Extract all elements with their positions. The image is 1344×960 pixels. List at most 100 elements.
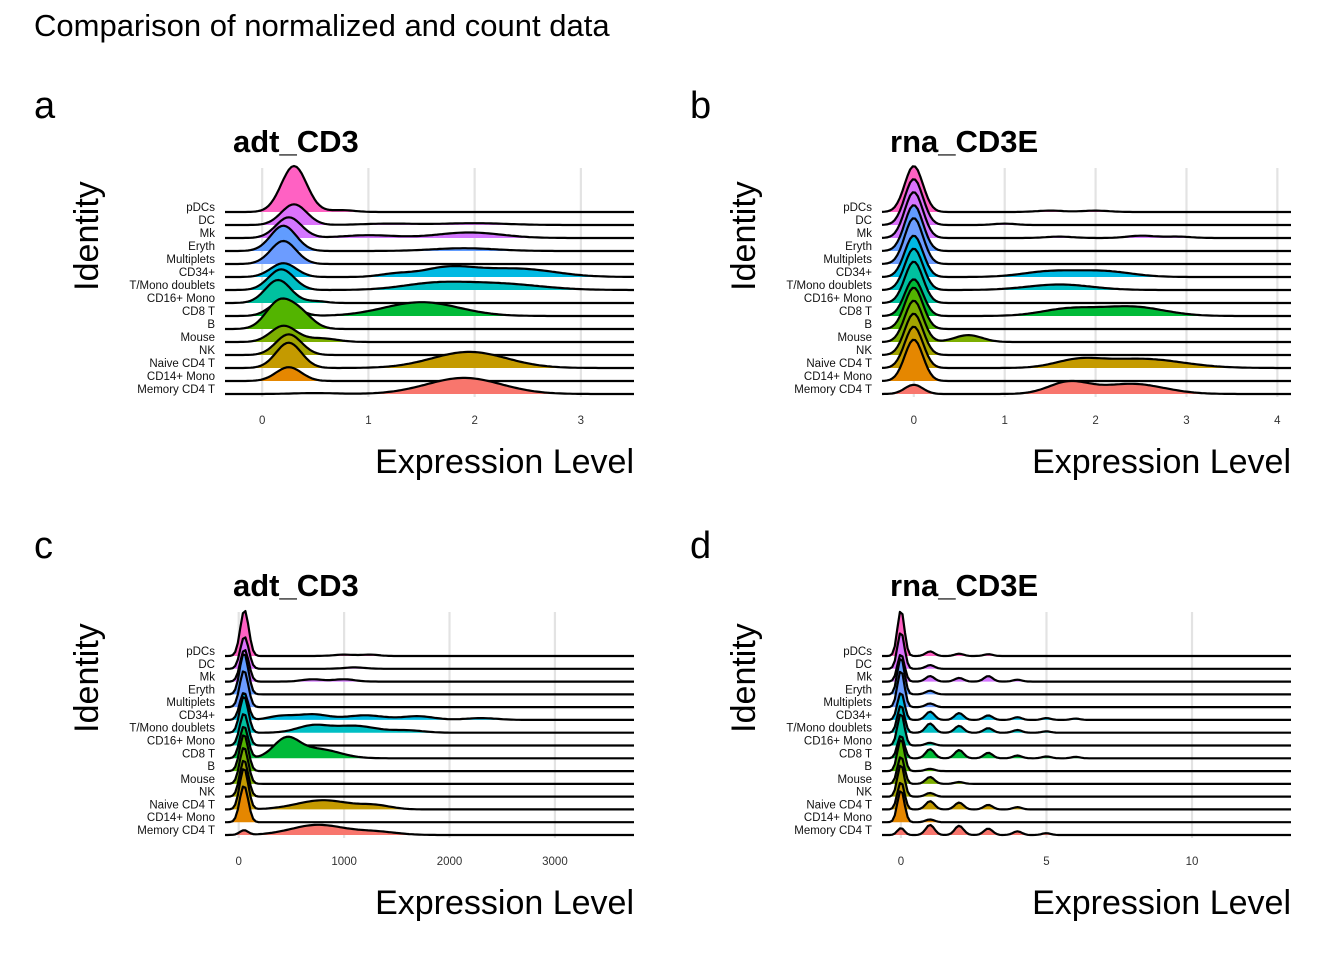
ridge-line-Eryth (881, 204, 1291, 253)
identity-label: CD34+ (836, 267, 872, 279)
ridge-fill-DC (882, 633, 1291, 669)
identity-label: Mk (200, 228, 216, 240)
ridge-fill-CD16+ Mono (225, 280, 634, 303)
identity-label: T/Mono doublets (786, 723, 872, 735)
ridge-line-pDCs (882, 610, 1291, 658)
identity-label: Memory CD4 T (137, 384, 215, 396)
x-axis-label: Expression Level (375, 443, 634, 481)
ridge-line-CD8 T (882, 735, 1291, 760)
identity-label: Mouse (180, 774, 215, 786)
identity-label: T/Mono doublets (129, 280, 215, 292)
identity-label: Mk (857, 672, 873, 684)
identity-label: Memory CD4 T (137, 825, 215, 837)
ridge-fill-pDCs (882, 166, 1291, 212)
x-tick-label: 3 (1183, 415, 1189, 427)
identity-label: T/Mono doublets (129, 723, 215, 735)
ridge-line-B (225, 297, 634, 331)
ridge-line-DC (225, 203, 634, 227)
x-tick-label: 0 (898, 856, 904, 868)
x-tick-label: 10 (1186, 856, 1199, 868)
panel-letter: a (34, 85, 56, 127)
identity-label: CD16+ Mono (147, 293, 215, 305)
panel-letter: d (690, 525, 711, 567)
x-axis-label: Expression Level (375, 884, 634, 922)
ridge-line-Mk (881, 191, 1291, 240)
identity-label: CD14+ Mono (147, 812, 215, 824)
x-axis-label: Expression Level (1032, 443, 1291, 481)
identity-label: Memory CD4 T (794, 825, 872, 837)
ridge-fill-CD8 T (882, 736, 1291, 759)
identity-label: B (207, 761, 215, 773)
ridge-fill-pDCs (225, 611, 634, 656)
ridge-line-CD14+ Mono (225, 366, 634, 383)
ridge-fill-Eryth (225, 225, 634, 251)
ridge-line-CD34+ (225, 262, 634, 279)
ridge-fill-CD16+ Mono (882, 261, 1291, 303)
ridge-line-Multiplets (882, 670, 1291, 709)
identity-label: Mk (857, 228, 873, 240)
ridge-line-Mk (882, 654, 1291, 683)
ridge-line-Mk (225, 649, 634, 683)
identity-label: DC (855, 659, 872, 671)
identity-label: Mouse (837, 332, 872, 344)
identity-label: CD16+ Mono (804, 293, 872, 305)
ridge-fill-NK (882, 313, 1291, 355)
ridge-fill-CD14+ Mono (882, 339, 1291, 381)
identity-label: CD16+ Mono (147, 736, 215, 748)
identity-label: NK (199, 345, 215, 357)
x-tick-label: 1 (365, 415, 371, 427)
ridge-line-Naive CD4 T (225, 768, 634, 811)
ridge-fill-CD14+ Mono (225, 367, 634, 381)
ridge-line-Memory CD4 T (225, 823, 634, 837)
panel-letter: b (690, 85, 711, 127)
ridge-line-Eryth (224, 653, 634, 696)
identity-label: pDCs (186, 202, 215, 214)
panel-d: d rna_CD3E pDCsDCMkErythMultipletsCD34+T/M… (690, 525, 1291, 922)
panel-letter: c (34, 525, 53, 567)
ridge-fill-Multiplets (225, 241, 634, 264)
panel-b: b rna_CD3E pDCsDCMkErythMultipletsCD34+T/M… (690, 85, 1291, 481)
identity-label: CD34+ (179, 710, 215, 722)
ridge-line-pDCs (881, 165, 1291, 214)
identity-label: CD14+ Mono (804, 812, 872, 824)
ridge-line-Memory CD4 T (225, 376, 634, 396)
x-tick-label: 0 (911, 415, 917, 427)
ridge-line-Mouse (882, 756, 1291, 785)
ridge-line-Naive CD4 T (225, 341, 634, 370)
ridge-line-Multiplets (225, 239, 634, 266)
identity-label: Naive CD4 T (149, 799, 215, 811)
identity-label: Multiplets (166, 254, 215, 266)
x-tick-label: 1 (1001, 415, 1007, 427)
ridge-line-NK (882, 764, 1291, 798)
ridge-fill-Memory CD4 T (882, 825, 1291, 835)
identity-label: Memory CD4 T (794, 384, 872, 396)
identity-label: Naive CD4 T (806, 799, 872, 811)
ridge-line-NK (881, 312, 1291, 357)
identity-label: NK (856, 345, 872, 357)
ridge-line-CD34+ (225, 692, 634, 721)
identity-label: Eryth (188, 684, 215, 696)
ridge-line-Mk (225, 216, 634, 240)
ridge-line-Memory CD4 T (881, 379, 1291, 396)
ridge-fill-Memory CD4 T (225, 824, 634, 835)
ridge-fill-Multiplets (225, 671, 634, 708)
ridge-fill-NK (225, 761, 634, 797)
ridge-line-CD8 T (225, 726, 634, 760)
identity-label: Naive CD4 T (149, 358, 215, 370)
panel-a: a adt_CD3 pDCsDCMkErythMultipletsCD34+T/Mo… (34, 85, 634, 481)
identity-label: B (864, 761, 872, 773)
identity-label: CD8 T (182, 306, 215, 318)
y-axis-label: Identity (68, 181, 106, 291)
identity-label: CD16+ Mono (804, 736, 872, 748)
ridge-line-Mouse (881, 299, 1291, 344)
ridge-fill-DC (882, 179, 1291, 225)
ridge-line-DC (882, 632, 1291, 670)
x-tick-label: 2000 (437, 856, 463, 868)
x-axis-label: Expression Level (1032, 884, 1291, 922)
x-tick-label: 2 (471, 415, 477, 427)
identity-label: Mk (200, 672, 216, 684)
ridge-line-CD16+ Mono (882, 713, 1291, 747)
y-axis-label: Identity (725, 623, 763, 733)
ridge-line-B (881, 286, 1291, 331)
panel-title: rna_CD3E (890, 568, 1038, 603)
